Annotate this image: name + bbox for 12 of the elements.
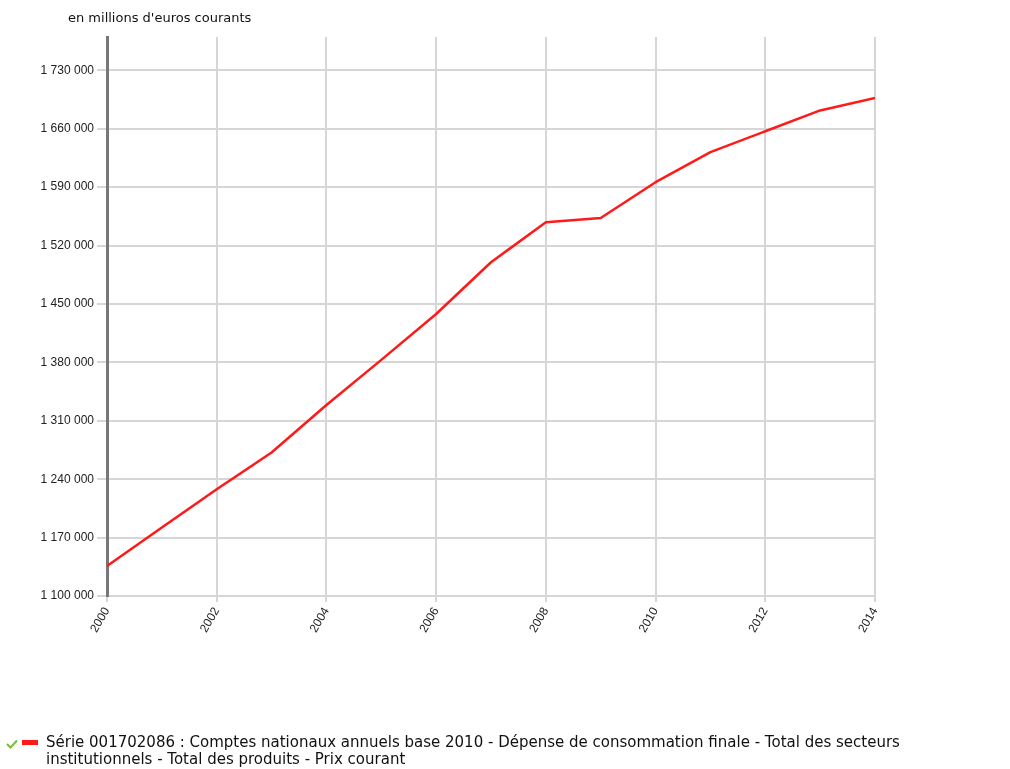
y-tick-label: 1 450 000 [40, 296, 95, 311]
y-tick-label: 1 730 000 [40, 62, 95, 77]
y-tick-label: 1 520 000 [40, 237, 95, 252]
y-tick-label: 1 660 000 [40, 121, 95, 136]
y-tick-label: 1 310 000 [40, 413, 95, 428]
y-tick-label: 1 240 000 [40, 471, 95, 486]
y-tick-label: 1 170 000 [40, 529, 95, 544]
y-tick-label: 1 380 000 [40, 354, 95, 369]
y-tick-label: 1 590 000 [40, 179, 95, 194]
legend-label: Série 001702086 : Comptes nationaux annuels base 2010 - Dépense de consommation finale - Total des secteurs institutionnels - Total des produits - Prix courant [46, 733, 901, 768]
y-axis-title: en millions d'euros courants [68, 10, 252, 25]
y-tick-label: 1 100 000 [40, 588, 95, 603]
